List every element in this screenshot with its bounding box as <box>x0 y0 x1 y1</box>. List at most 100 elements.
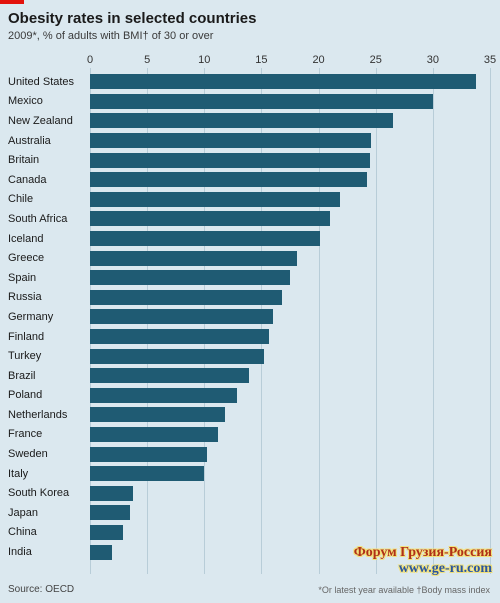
country-label: United States <box>0 76 90 88</box>
bar <box>90 113 393 128</box>
bar-track <box>90 153 490 168</box>
country-label: South Korea <box>0 487 90 499</box>
bar-row: Canada <box>0 170 500 190</box>
bar-row: Iceland <box>0 229 500 249</box>
country-label: Netherlands <box>0 409 90 421</box>
bar-row: United States <box>0 72 500 92</box>
bars-container: United States Mexico New Zealand Australia B… <box>0 72 500 562</box>
country-label: Spain <box>0 272 90 284</box>
bar-track <box>90 505 490 520</box>
bar <box>90 407 225 422</box>
country-label: Chile <box>0 193 90 205</box>
bar-track <box>90 329 490 344</box>
watermark-line2: www.ge-ru.com <box>354 561 492 577</box>
bar-track <box>90 466 490 481</box>
bar-track <box>90 525 490 540</box>
country-label: Mexico <box>0 95 90 107</box>
country-label: India <box>0 546 90 558</box>
tick-label: 35 <box>484 54 496 66</box>
bar-track <box>90 211 490 226</box>
bar <box>90 211 330 226</box>
bar-row: South Korea <box>0 483 500 503</box>
bar <box>90 447 207 462</box>
bar <box>90 172 367 187</box>
bar-track <box>90 368 490 383</box>
bar-row: Australia <box>0 131 500 151</box>
country-label: Italy <box>0 468 90 480</box>
country-label: Poland <box>0 389 90 401</box>
country-label: Greece <box>0 252 90 264</box>
country-label: Iceland <box>0 233 90 245</box>
bar-track <box>90 349 490 364</box>
bar-row: Russia <box>0 288 500 308</box>
tick-label: 5 <box>144 54 150 66</box>
bar <box>90 74 476 89</box>
tick-label: 20 <box>312 54 324 66</box>
bar-row: Germany <box>0 307 500 327</box>
chart-source: Source: OECD <box>8 584 74 595</box>
bar <box>90 192 340 207</box>
bar-chart: 0 5 10 15 20 25 30 35 United States Mexico New Ze… <box>0 54 500 574</box>
tick-label: 15 <box>255 54 267 66</box>
country-label: Canada <box>0 174 90 186</box>
bar-row: France <box>0 425 500 445</box>
bar-row: Turkey <box>0 346 500 366</box>
bar-row: Italy <box>0 464 500 484</box>
bar-row: New Zealand <box>0 111 500 131</box>
bar <box>90 133 371 148</box>
bar <box>90 94 433 109</box>
bar-row: Britain <box>0 150 500 170</box>
country-label: Finland <box>0 331 90 343</box>
tick-label: 0 <box>87 54 93 66</box>
country-label: France <box>0 428 90 440</box>
bar <box>90 368 249 383</box>
bar <box>90 251 297 266</box>
bar-track <box>90 270 490 285</box>
bar-track <box>90 427 490 442</box>
bar-track <box>90 133 490 148</box>
country-label: Turkey <box>0 350 90 362</box>
bar-track <box>90 290 490 305</box>
tick-label: 30 <box>427 54 439 66</box>
bar-track <box>90 192 490 207</box>
bar-track <box>90 172 490 187</box>
country-label: Australia <box>0 135 90 147</box>
country-label: Britain <box>0 154 90 166</box>
bar <box>90 153 370 168</box>
bar-track <box>90 251 490 266</box>
tick-label: 10 <box>198 54 210 66</box>
tick-label: 25 <box>370 54 382 66</box>
bar-row: Sweden <box>0 444 500 464</box>
bar-track <box>90 309 490 324</box>
bar-row: Finland <box>0 327 500 347</box>
bar-track <box>90 486 490 501</box>
bar <box>90 270 290 285</box>
bar-track <box>90 113 490 128</box>
bar <box>90 388 237 403</box>
country-label: Russia <box>0 291 90 303</box>
chart-subtitle: 2009*, % of adults with BMI† of 30 or ov… <box>8 30 213 42</box>
bar-track <box>90 94 490 109</box>
bar-row: Poland <box>0 386 500 406</box>
country-label: Sweden <box>0 448 90 460</box>
bar <box>90 231 320 246</box>
country-label: Germany <box>0 311 90 323</box>
bar-row: China <box>0 523 500 543</box>
bar-row: Greece <box>0 248 500 268</box>
bar <box>90 290 282 305</box>
bar <box>90 427 218 442</box>
bar <box>90 525 123 540</box>
bar-row: Mexico <box>0 92 500 112</box>
bar-row: Netherlands <box>0 405 500 425</box>
bar-track <box>90 388 490 403</box>
country-label: Japan <box>0 507 90 519</box>
country-label: New Zealand <box>0 115 90 127</box>
bar-row: Brazil <box>0 366 500 386</box>
bar-row: Japan <box>0 503 500 523</box>
bar-track <box>90 407 490 422</box>
bar-track <box>90 447 490 462</box>
bar <box>90 505 130 520</box>
country-label: China <box>0 526 90 538</box>
country-label: South Africa <box>0 213 90 225</box>
bar <box>90 349 264 364</box>
